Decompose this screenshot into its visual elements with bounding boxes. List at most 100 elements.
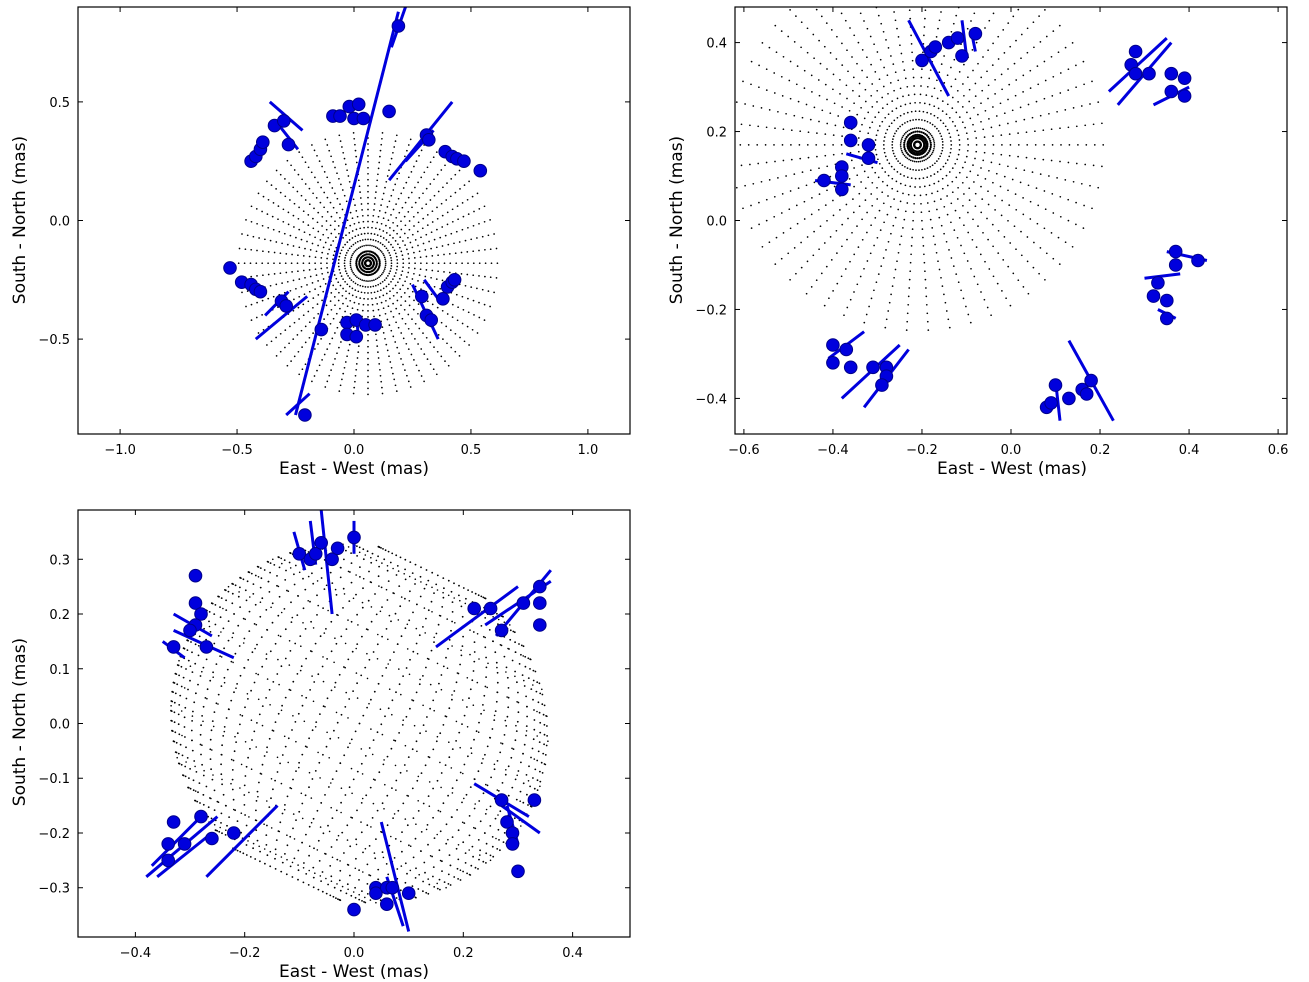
model-dot bbox=[878, 162, 881, 165]
model-dot bbox=[470, 864, 473, 867]
model-dot bbox=[893, 168, 896, 171]
model-dot bbox=[449, 262, 452, 265]
model-dot bbox=[937, 107, 940, 110]
model-dot bbox=[495, 661, 498, 664]
model-dot bbox=[511, 747, 513, 750]
model-dot bbox=[237, 624, 240, 627]
model-dot bbox=[323, 171, 326, 173]
model-dot bbox=[867, 111, 870, 114]
model-dot bbox=[795, 15, 797, 17]
model-dot bbox=[1007, 122, 1009, 125]
model-dot bbox=[459, 336, 461, 339]
model-dot bbox=[364, 554, 367, 556]
model-dot bbox=[1075, 162, 1078, 165]
model-dot bbox=[446, 211, 449, 214]
model-dot bbox=[856, 113, 859, 116]
model-dot bbox=[278, 230, 281, 233]
model-dot bbox=[259, 615, 262, 618]
model-dot bbox=[971, 49, 974, 51]
model-dot bbox=[348, 343, 351, 346]
model-dot bbox=[891, 144, 894, 146]
model-dot bbox=[968, 199, 971, 201]
model-dot bbox=[928, 103, 931, 106]
model-dot bbox=[870, 224, 872, 227]
model-dot bbox=[895, 180, 898, 183]
model-dot bbox=[357, 345, 360, 347]
model-dot bbox=[409, 241, 412, 244]
model-dot bbox=[517, 701, 520, 704]
model-dot bbox=[252, 847, 255, 850]
model-dot bbox=[328, 342, 331, 345]
model-dot bbox=[345, 691, 348, 694]
model-dot bbox=[390, 214, 392, 216]
model-dot bbox=[176, 756, 178, 759]
model-dot bbox=[185, 697, 188, 700]
model-dot bbox=[941, 177, 944, 180]
model-dot bbox=[1017, 279, 1020, 282]
model-dot bbox=[459, 663, 461, 666]
model-dot bbox=[543, 723, 546, 726]
model-dot bbox=[793, 173, 796, 175]
model-dot bbox=[429, 161, 432, 164]
model-dot bbox=[992, 42, 994, 45]
model-dot bbox=[866, 211, 868, 214]
model-dot bbox=[304, 247, 306, 250]
model-dot bbox=[921, 119, 923, 121]
model-dot bbox=[354, 242, 357, 244]
model-dot bbox=[498, 839, 500, 841]
model-dot bbox=[352, 597, 355, 600]
model-dot bbox=[363, 250, 366, 253]
error-bar bbox=[907, 19, 951, 97]
x-tick-label: 0.0 bbox=[344, 946, 365, 961]
model-dot bbox=[483, 694, 486, 697]
model-dot bbox=[826, 98, 828, 101]
model-dot bbox=[883, 221, 885, 224]
model-dot bbox=[328, 830, 331, 833]
model-dot bbox=[367, 196, 369, 199]
model-dot bbox=[472, 224, 475, 227]
model-dot bbox=[459, 771, 462, 774]
model-dot bbox=[367, 280, 369, 282]
model-dot bbox=[860, 106, 862, 109]
model-dot bbox=[414, 285, 417, 288]
data-point bbox=[928, 40, 943, 54]
model-dot bbox=[378, 296, 381, 298]
model-dot bbox=[1067, 219, 1070, 222]
model-dot bbox=[933, 114, 936, 117]
model-dot bbox=[275, 839, 278, 841]
model-dot bbox=[495, 277, 498, 279]
data-point bbox=[1128, 44, 1143, 59]
model-dot bbox=[399, 556, 402, 559]
model-dot bbox=[982, 56, 984, 58]
model-dot bbox=[775, 236, 778, 239]
model-dot bbox=[274, 642, 277, 645]
model-dot bbox=[315, 721, 318, 723]
model-dot bbox=[412, 650, 415, 653]
data-point bbox=[166, 640, 181, 654]
model-dot bbox=[343, 157, 346, 160]
model-dot bbox=[793, 114, 796, 117]
model-dot bbox=[449, 884, 452, 886]
model-dot bbox=[513, 631, 516, 634]
model-dot bbox=[205, 658, 208, 661]
model-dot bbox=[899, 243, 901, 246]
model-dot bbox=[966, 260, 969, 262]
model-dot bbox=[173, 721, 176, 724]
model-dot bbox=[883, 66, 885, 69]
model-dot bbox=[506, 715, 509, 718]
model-dot bbox=[349, 299, 352, 302]
model-dot bbox=[918, 130, 921, 133]
model-dot bbox=[817, 79, 820, 81]
model-dot bbox=[344, 163, 347, 166]
model-dot bbox=[337, 265, 340, 268]
model-dot bbox=[365, 280, 367, 282]
model-dot bbox=[394, 341, 397, 343]
model-dot bbox=[909, 128, 912, 131]
model-dot bbox=[326, 144, 329, 146]
model-dot bbox=[435, 632, 438, 635]
model-dot bbox=[860, 181, 862, 183]
model-dot bbox=[929, 165, 932, 168]
model-dot bbox=[291, 729, 293, 731]
model-dot bbox=[348, 232, 351, 234]
model-dot bbox=[454, 191, 457, 194]
